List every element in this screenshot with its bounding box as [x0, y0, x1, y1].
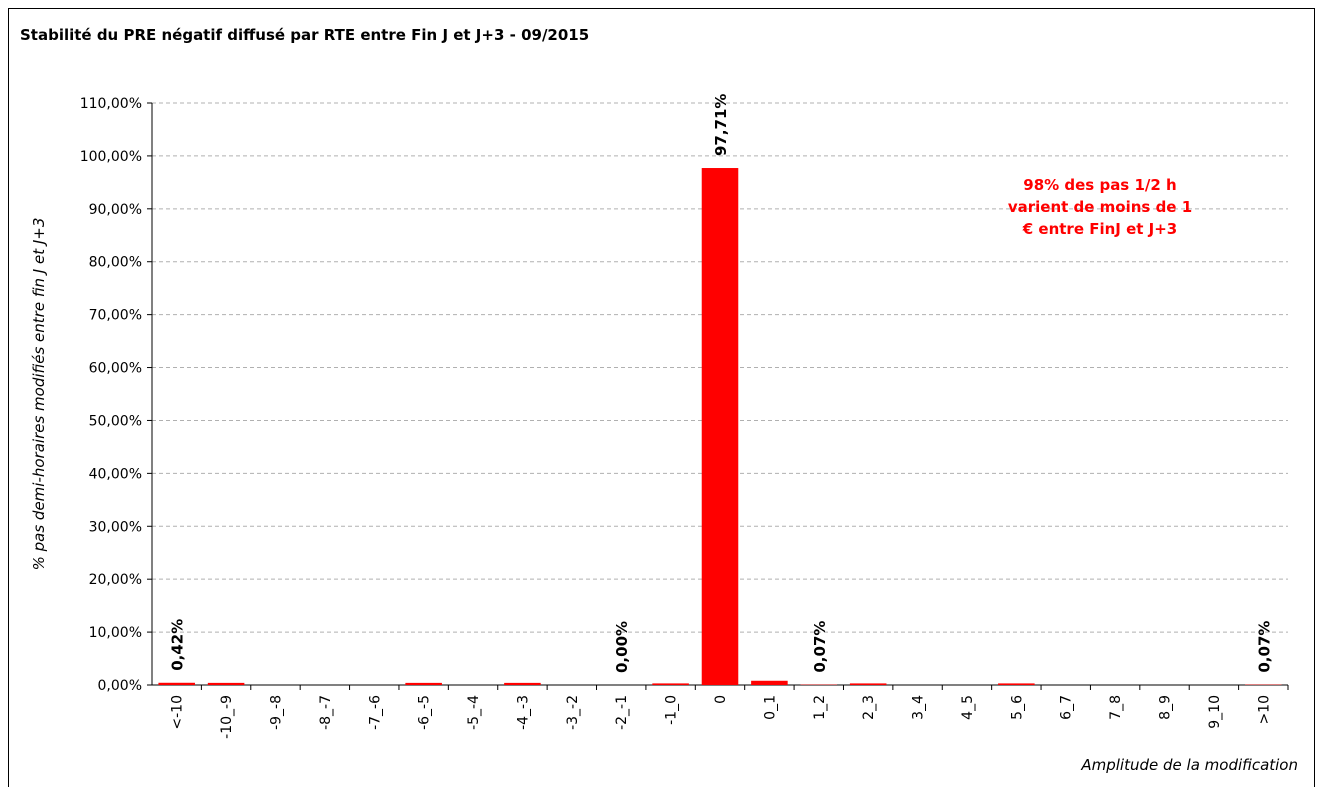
y-tick-label: 10,00% — [89, 625, 142, 641]
y-tick-label: 0,00% — [98, 678, 142, 694]
x-tick-label: -6_-5 — [417, 695, 433, 730]
bar — [652, 683, 689, 685]
bar — [849, 683, 887, 685]
x-tick-label: -9_-8 — [268, 695, 284, 730]
bar — [998, 683, 1035, 685]
x-tick-label: -2_-1 — [614, 695, 630, 730]
x-tick-label: 1_2 — [812, 695, 828, 720]
y-tick-label: 90,00% — [89, 202, 142, 218]
x-tick-label: 4_5 — [960, 695, 976, 720]
x-tick-label: 8_9 — [1158, 695, 1174, 720]
x-tick-label: <-10 — [170, 695, 186, 730]
y-axis-label: % pas demi-horaires modifiés entre fin J… — [30, 218, 48, 571]
annotation-line: € entre FinJ et J+3 — [1022, 220, 1178, 238]
x-tick-label: 5_6 — [1009, 695, 1025, 720]
x-tick-label: 0_1 — [762, 695, 778, 720]
y-tick-label: 40,00% — [89, 466, 142, 482]
x-tick-label: -4_-3 — [515, 695, 531, 730]
x-tick-label: -1_0 — [664, 695, 680, 725]
bar — [701, 168, 739, 685]
x-tick-label: 7_8 — [1108, 695, 1124, 720]
bar — [158, 682, 195, 685]
bar — [405, 682, 442, 685]
x-tick-label: 0 — [713, 695, 729, 704]
y-tick-label: 60,00% — [89, 361, 142, 377]
y-tick-label: 70,00% — [89, 308, 142, 324]
x-tick-label: -5_-4 — [466, 695, 482, 730]
annotation-line: 98% des pas 1/2 h — [1023, 176, 1176, 194]
value-label: 0,07% — [811, 621, 829, 673]
y-tick-label: 110,00% — [80, 96, 142, 112]
x-tick-label: 2_3 — [861, 695, 877, 720]
x-tick-label: -3_-2 — [565, 695, 581, 730]
annotation-line: varient de moins de 1 — [1008, 198, 1192, 216]
x-tick-label: 6_7 — [1059, 695, 1075, 720]
x-tick-label: -7_-6 — [367, 695, 383, 730]
value-label: 0,42% — [169, 619, 187, 671]
x-tick-label: -8_-7 — [318, 695, 334, 730]
chart-frame — [8, 8, 1315, 787]
x-axis-label: Amplitude de la modification — [1080, 756, 1298, 774]
y-tick-label: 20,00% — [89, 572, 142, 588]
y-tick-label: 100,00% — [80, 149, 142, 165]
x-tick-label: 9_10 — [1207, 695, 1223, 729]
annotation: 98% des pas 1/2 h varient de moins de 1 € … — [1008, 176, 1192, 238]
chart-title: Stabilité du PRE négatif diffusé par RTE… — [20, 26, 589, 44]
x-tick-label: >10 — [1256, 695, 1272, 725]
bar — [207, 682, 245, 685]
y-tick-label: 30,00% — [89, 519, 142, 535]
x-tick-label: 3_4 — [911, 695, 927, 720]
value-label: 0,07% — [1255, 621, 1273, 673]
x-tick-label: -10_-9 — [219, 695, 235, 739]
bar — [751, 680, 788, 685]
value-label: 97,71% — [712, 94, 730, 156]
y-tick-label: 80,00% — [89, 255, 142, 271]
y-tick-label: 50,00% — [89, 413, 142, 429]
bar — [504, 682, 541, 685]
value-label: 0,00% — [613, 621, 631, 673]
